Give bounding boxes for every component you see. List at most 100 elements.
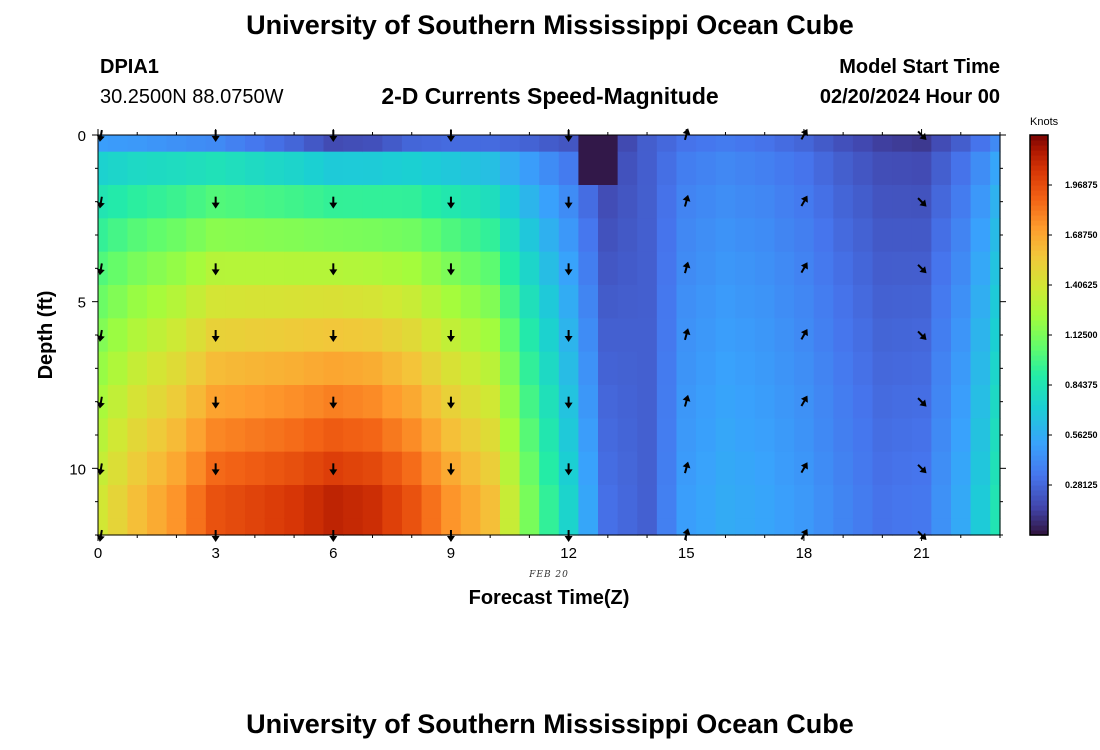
colorbar-segment: [1030, 465, 1048, 471]
heatmap-cell: [735, 485, 756, 519]
heatmap-cell: [676, 518, 697, 536]
heatmap-cell: [833, 518, 854, 536]
colorbar-segment: [1030, 520, 1048, 526]
heatmap-cell: [460, 251, 481, 286]
heatmap-cell: [460, 385, 481, 419]
heatmap-cell: [794, 218, 815, 253]
heatmap-cell: [656, 351, 678, 386]
colorbar-segment: [1030, 425, 1048, 431]
current-arrow: [917, 530, 927, 540]
heatmap-cell: [617, 351, 638, 386]
heatmap-cell: [911, 151, 932, 186]
heatmap-cell: [754, 318, 776, 353]
heatmap-cell: [931, 218, 952, 253]
heatmap-cell: [617, 451, 638, 486]
heatmap-cell: [401, 451, 423, 486]
heatmap-cell: [499, 251, 521, 286]
heatmap-cell: [245, 135, 266, 153]
colorbar-segment: [1030, 180, 1048, 186]
heatmap-cell: [519, 135, 540, 153]
heatmap-cell: [362, 251, 383, 286]
current-arrow: [211, 263, 220, 276]
heatmap-cell: [127, 385, 148, 419]
heatmap-cell: [303, 485, 325, 519]
heatmap-cell: [539, 185, 560, 219]
heatmap-cell: [107, 318, 129, 353]
heatmap-cell: [813, 451, 834, 486]
colorbar-segment: [1030, 305, 1048, 311]
heatmap-cell: [127, 351, 148, 386]
model-start-value: 02/20/2024 Hour 00: [819, 86, 1000, 108]
heatmap-cell: [460, 318, 481, 353]
colorbar-segment: [1030, 430, 1048, 436]
colorbar-segment: [1030, 330, 1048, 336]
heatmap-cell: [480, 151, 501, 186]
heatmap-cell: [421, 418, 442, 453]
heatmap-cell: [362, 318, 383, 353]
heatmap-cell: [98, 351, 109, 386]
heatmap-cell: [617, 385, 638, 419]
colorbar-tick-label: 1.40625: [1065, 280, 1098, 290]
current-arrow: [96, 463, 105, 476]
heatmap-cell: [460, 418, 481, 453]
heatmap-cell: [303, 518, 325, 536]
heatmap-cell: [931, 185, 952, 219]
heatmap-cell: [460, 485, 481, 519]
x-tick-label: 18: [796, 545, 813, 562]
heatmap-cell: [539, 485, 560, 519]
x-tick-label: 15: [678, 545, 695, 562]
heatmap-cell: [323, 285, 344, 319]
heatmap-cell: [892, 318, 913, 353]
current-arrow: [564, 263, 573, 276]
heatmap-cell: [637, 218, 658, 253]
heatmap-cell: [362, 218, 383, 253]
heatmap-cell: [480, 451, 501, 486]
heatmap-cell: [166, 318, 187, 353]
heatmap-cell: [343, 418, 364, 453]
heatmap-cell: [147, 218, 168, 253]
heatmap-cell: [617, 318, 638, 353]
heatmap-cell: [950, 218, 972, 253]
heatmap-cell: [558, 418, 580, 453]
heatmap-cell: [931, 285, 952, 319]
heatmap-cell: [499, 518, 521, 536]
heatmap-cell: [499, 151, 521, 186]
heatmap-cell: [852, 418, 874, 453]
heatmap-cell: [892, 385, 913, 419]
heatmap-cell: [735, 151, 756, 186]
heatmap-cell: [774, 185, 795, 219]
heatmap-cell: [147, 285, 168, 319]
heatmap-cell: [480, 418, 501, 453]
heatmap-cell: [774, 485, 795, 519]
heatmap-cell: [303, 251, 325, 286]
heatmap-cell: [950, 318, 972, 353]
colorbar-segment: [1030, 365, 1048, 371]
heatmap-cell: [166, 135, 187, 153]
colorbar-segment: [1030, 360, 1048, 366]
heatmap-cell: [441, 418, 462, 453]
heatmap-cell: [990, 185, 1001, 219]
heatmap-cell: [833, 218, 854, 253]
heatmap-cell: [931, 451, 952, 486]
heatmap-cell: [98, 318, 109, 353]
heatmap-cell: [656, 518, 678, 536]
heatmap-cell: [127, 285, 148, 319]
heatmap-cell: [676, 485, 697, 519]
heatmap-cell: [519, 418, 540, 453]
heatmap-cell: [323, 485, 344, 519]
heatmap-cell: [382, 418, 403, 453]
heatmap-cell: [696, 135, 717, 153]
current-arrow: [917, 330, 927, 340]
colorbar-segment: [1030, 240, 1048, 246]
heatmap-cell: [499, 185, 521, 219]
page-title: University of Southern Mississippi Ocean…: [246, 10, 854, 40]
heatmap-cell: [98, 451, 109, 486]
heatmap-cell: [617, 518, 638, 536]
heatmap-cell: [872, 135, 893, 153]
heatmap-cell: [558, 351, 580, 386]
heatmap-cell: [813, 251, 834, 286]
heatmap-cell: [303, 385, 325, 419]
heatmap-cell: [186, 418, 207, 453]
heatmap-cell: [98, 185, 109, 219]
heatmap-cell: [480, 518, 501, 536]
